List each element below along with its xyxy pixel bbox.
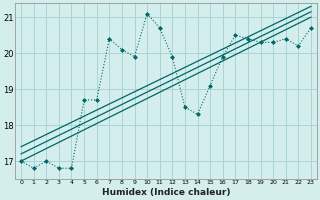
X-axis label: Humidex (Indice chaleur): Humidex (Indice chaleur) — [102, 188, 230, 197]
